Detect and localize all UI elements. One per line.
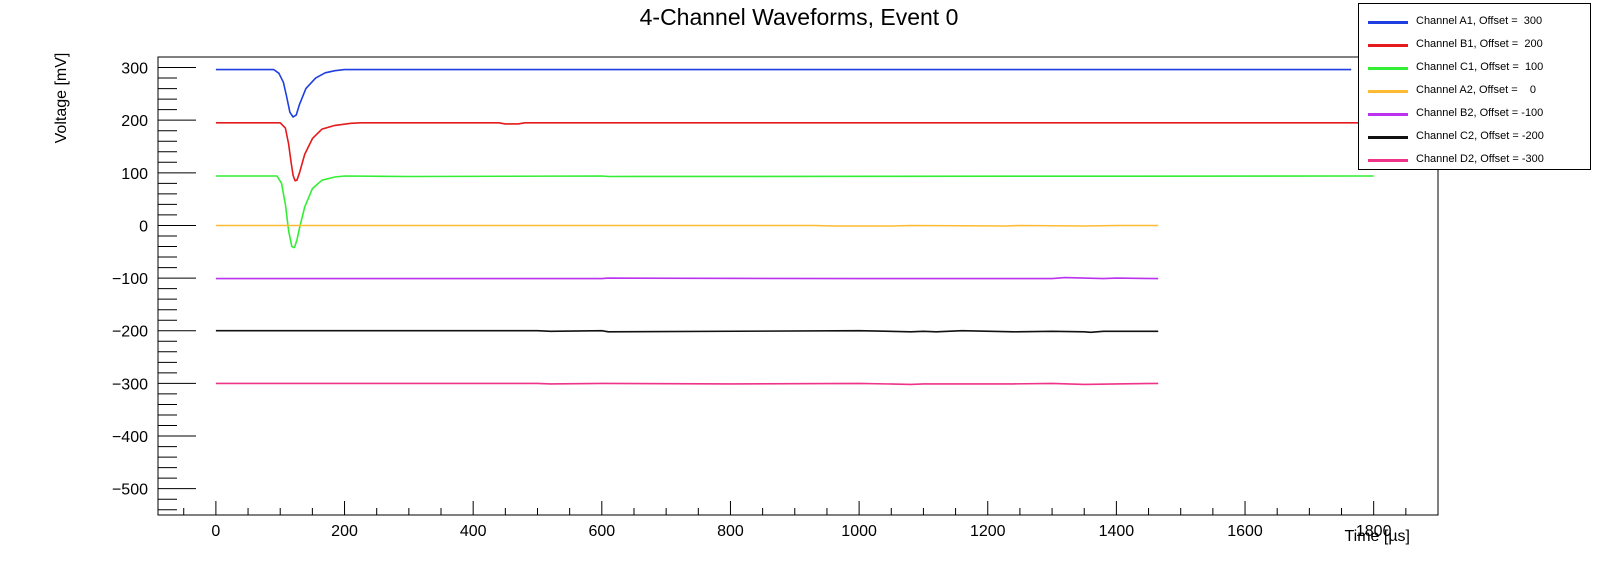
legend-item: Channel C2, Offset = -200 <box>1359 127 1590 147</box>
x-tick-label: 400 <box>460 523 487 540</box>
legend-swatch <box>1368 44 1408 47</box>
x-tick-label: 600 <box>588 523 615 540</box>
legend-label: Channel B1, Offset = 200 <box>1416 38 1543 50</box>
x-tick-label: 800 <box>717 523 744 540</box>
y-tick-label: 200 <box>121 113 148 130</box>
series-line-6 <box>215 329 1159 334</box>
x-tick-label: 200 <box>331 523 358 540</box>
legend-swatch <box>1368 159 1408 162</box>
y-tick-label: 100 <box>121 166 148 183</box>
legend-item: Channel B1, Offset = 200 <box>1359 35 1590 55</box>
legend-label: Channel C2, Offset = -200 <box>1416 130 1544 142</box>
x-tick-label: 1200 <box>970 523 1006 540</box>
x-tick-label: 1000 <box>841 523 877 540</box>
series-line-2 <box>215 122 1374 182</box>
y-tick-label: 300 <box>121 61 148 78</box>
legend-label: Channel A1, Offset = 300 <box>1416 15 1543 27</box>
legend-swatch <box>1368 113 1408 116</box>
x-tick-label: 1800 <box>1356 523 1392 540</box>
y-tick-label: −300 <box>112 376 148 393</box>
series-line-7 <box>215 382 1159 386</box>
legend-swatch <box>1368 67 1408 70</box>
y-tick-label: −400 <box>112 429 148 446</box>
legend-item: Channel C1, Offset = 100 <box>1359 58 1590 78</box>
series-line-1 <box>215 68 1352 118</box>
x-tick-label: 1400 <box>1099 523 1135 540</box>
legend-item: Channel A2, Offset = 0 <box>1359 81 1590 101</box>
legend-label: Channel C1, Offset = 100 <box>1416 61 1544 73</box>
series-line-5 <box>215 276 1159 280</box>
plot-frame <box>157 56 1439 516</box>
y-tick-label: −200 <box>112 324 148 341</box>
series-line-3 <box>215 175 1374 249</box>
y-tick-label: 0 <box>139 218 148 235</box>
chart-title: 4-Channel Waveforms, Event 0 <box>639 4 959 30</box>
legend-swatch <box>1368 136 1408 139</box>
series-line-4 <box>215 224 1159 227</box>
legend-label: Channel D2, Offset = -300 <box>1416 153 1544 165</box>
legend-item: Channel B2, Offset = -100 <box>1359 104 1590 124</box>
legend-label: Channel B2, Offset = -100 <box>1416 107 1544 119</box>
legend-item: Channel A1, Offset = 300 <box>1359 12 1590 32</box>
legend: Channel A1, Offset = 300 Channel B1, Off… <box>1358 3 1591 170</box>
legend-swatch <box>1368 21 1408 24</box>
x-tick-label: 0 <box>211 523 220 540</box>
y-tick-label: −500 <box>112 482 148 499</box>
x-tick-label: 1600 <box>1227 523 1263 540</box>
legend-swatch <box>1368 90 1408 93</box>
y-tick-label: −100 <box>112 271 148 288</box>
x-axis-label: Time [µs] <box>1344 528 1410 545</box>
legend-label: Channel A2, Offset = 0 <box>1416 84 1536 96</box>
legend-item: Channel D2, Offset = -300 <box>1359 150 1590 170</box>
